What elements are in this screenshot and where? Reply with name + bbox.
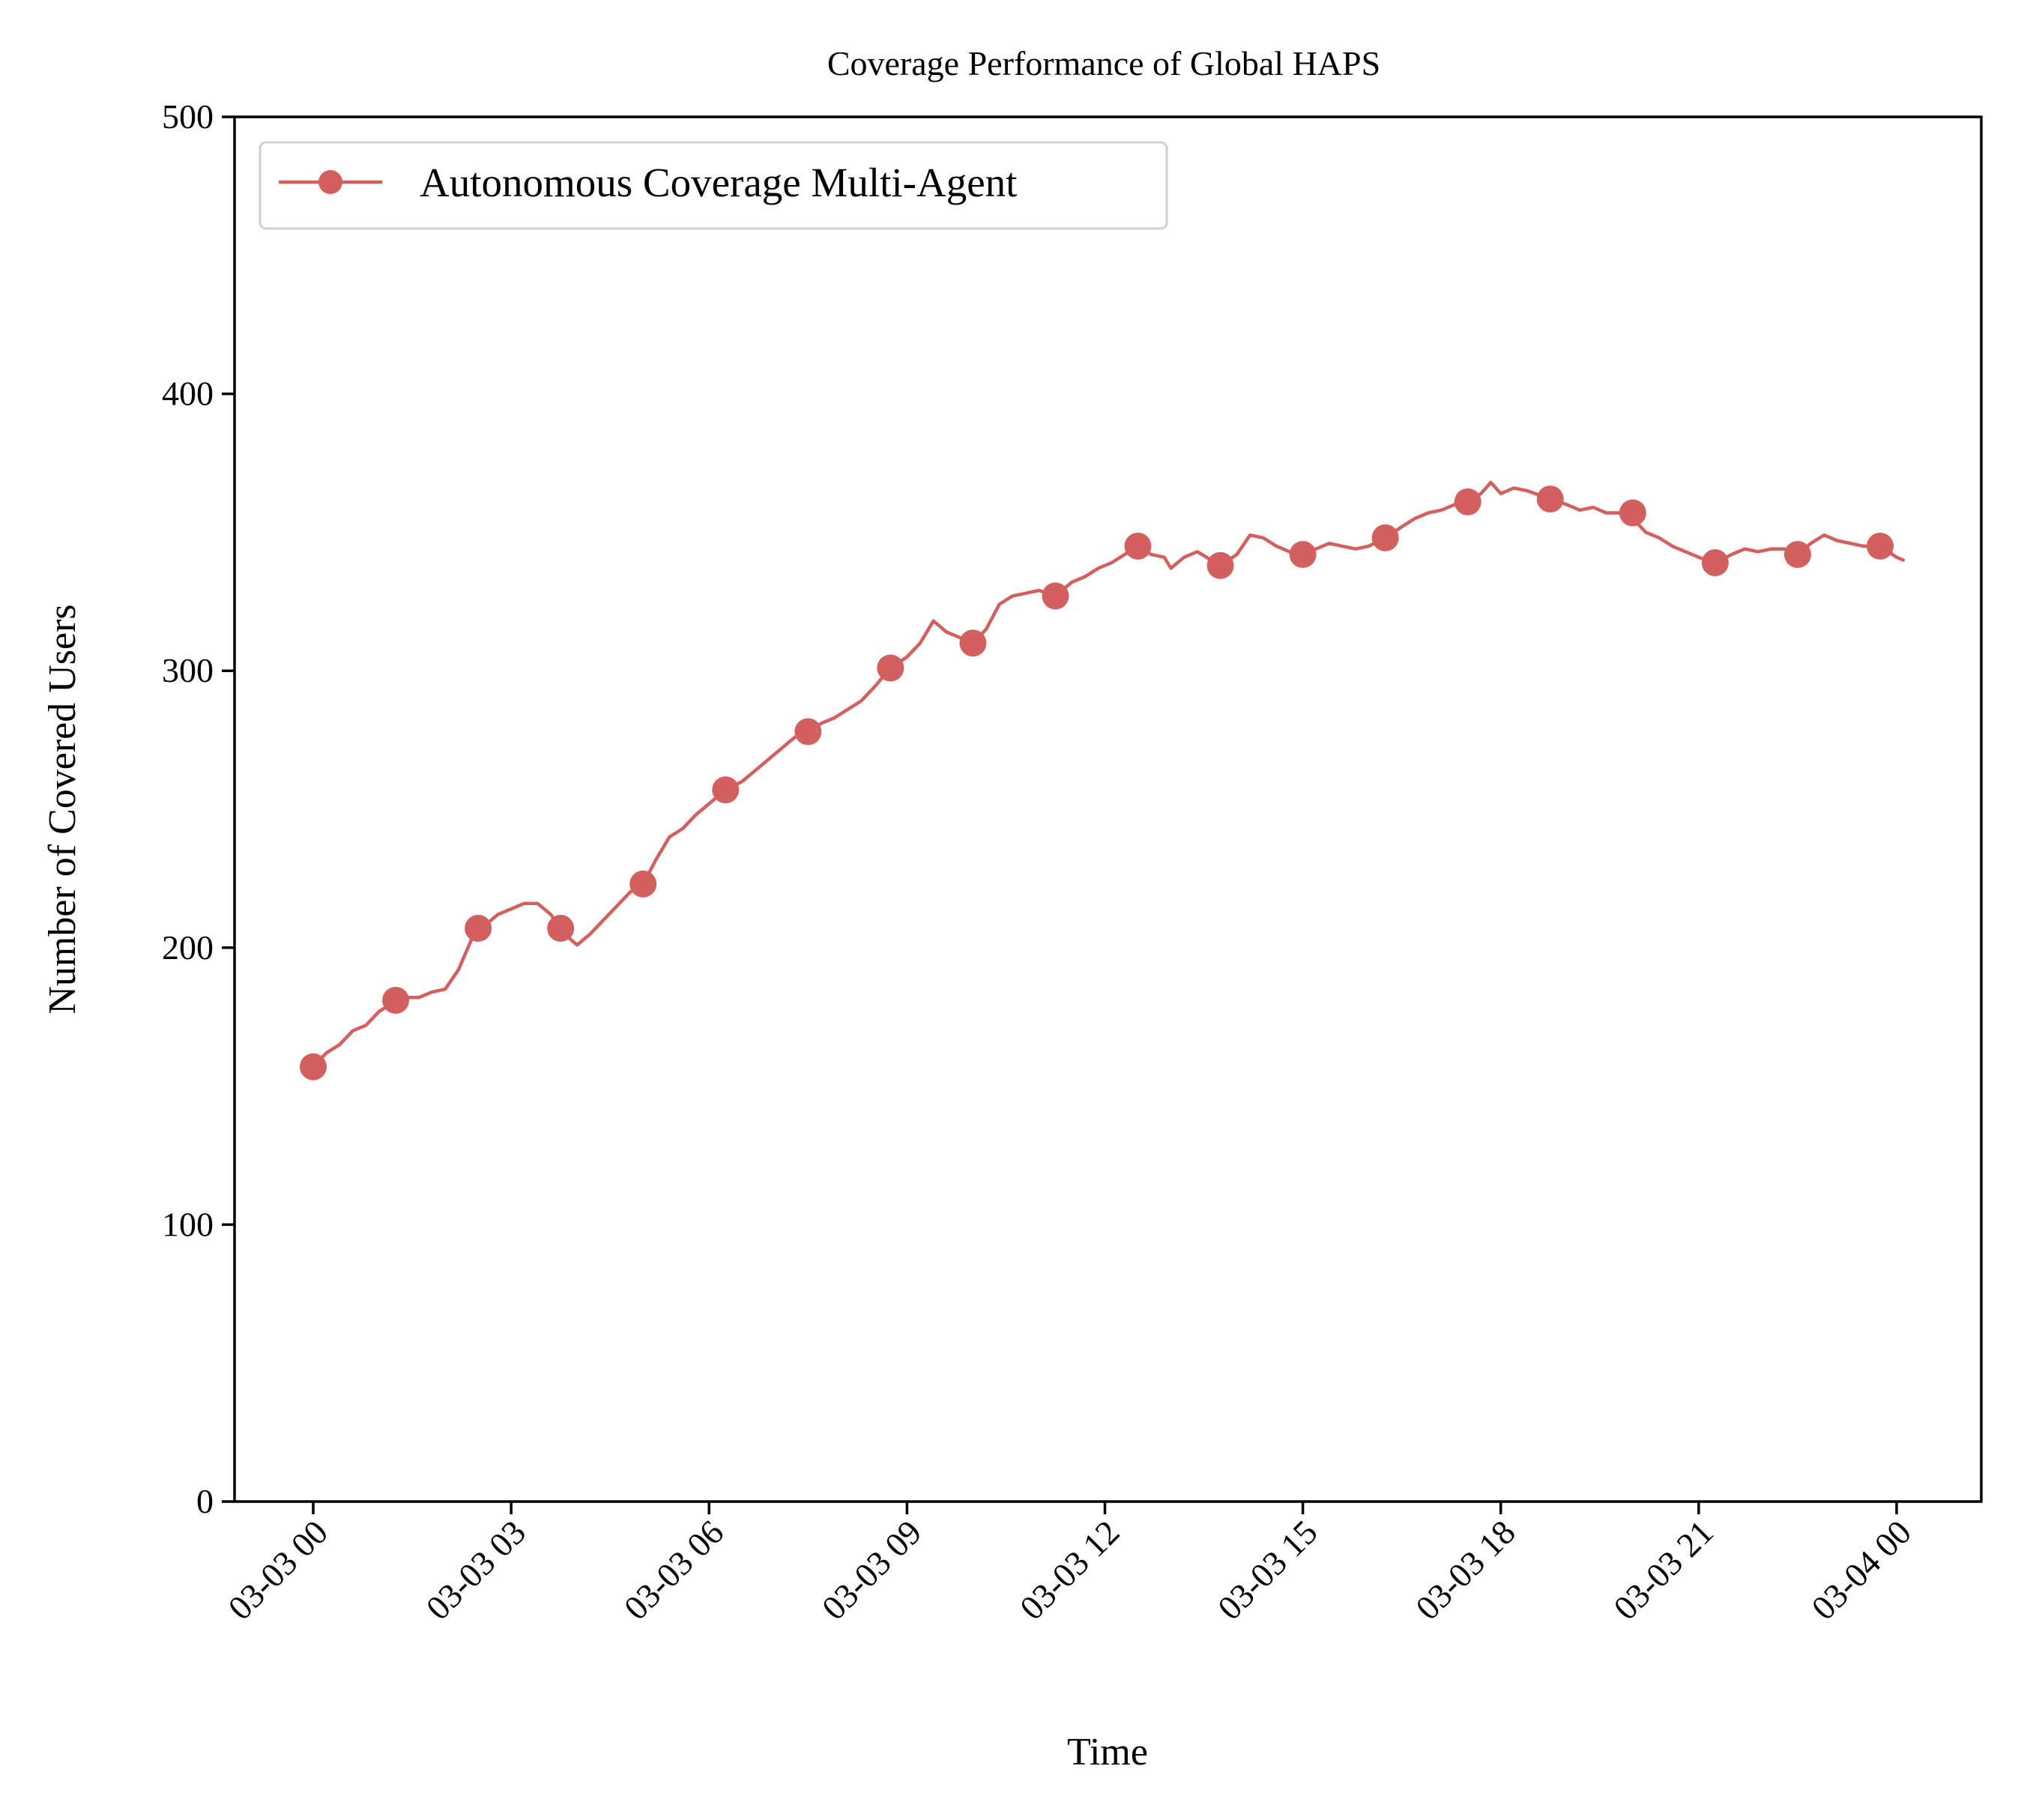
legend: Autonomous Coverage Multi-Agent <box>259 141 1168 230</box>
data-point-marker <box>1289 540 1317 568</box>
data-point-marker <box>959 629 987 657</box>
data-point-marker <box>382 987 410 1015</box>
plot-area <box>233 115 1983 1503</box>
plot-frame <box>233 115 1983 1503</box>
legend-marker-swatch <box>318 170 342 194</box>
data-point-marker <box>1783 540 1811 568</box>
data-point-marker <box>877 654 904 682</box>
data-point-marker <box>1454 488 1481 516</box>
data-point-marker <box>1536 486 1564 513</box>
series-layer <box>300 480 1906 1080</box>
data-point-marker <box>712 776 740 804</box>
chart-title: Coverage Performance of Global HAPS <box>827 44 1380 82</box>
data-point-marker <box>300 1053 327 1080</box>
data-point-marker <box>1619 499 1646 527</box>
y-axis: 0 100 200 300 400 500 <box>162 97 235 1520</box>
data-point-marker <box>629 870 657 898</box>
y-tick-label: 400 <box>162 375 214 413</box>
data-point-marker <box>1371 524 1399 551</box>
data-point-marker <box>465 914 492 942</box>
data-point-marker <box>1124 532 1152 560</box>
x-axis-label: Time <box>1067 1731 1148 1774</box>
data-point-marker <box>1042 582 1069 610</box>
data-point-marker <box>1701 549 1729 577</box>
y-tick-label: 100 <box>162 1205 214 1243</box>
legend-box <box>259 141 1168 230</box>
y-tick-label: 0 <box>196 1482 214 1520</box>
y-tick-label: 300 <box>162 651 214 689</box>
data-point-marker <box>794 718 822 746</box>
y-tick-label: 200 <box>162 928 214 967</box>
data-point-marker <box>547 914 575 942</box>
data-point-marker <box>1206 551 1234 579</box>
y-tick-label: 500 <box>162 97 214 136</box>
legend-label: Autonomous Coverage Multi-Agent <box>420 160 1017 205</box>
data-point-marker <box>1866 532 1894 560</box>
y-axis-label: Number of Covered Users <box>41 604 84 1014</box>
